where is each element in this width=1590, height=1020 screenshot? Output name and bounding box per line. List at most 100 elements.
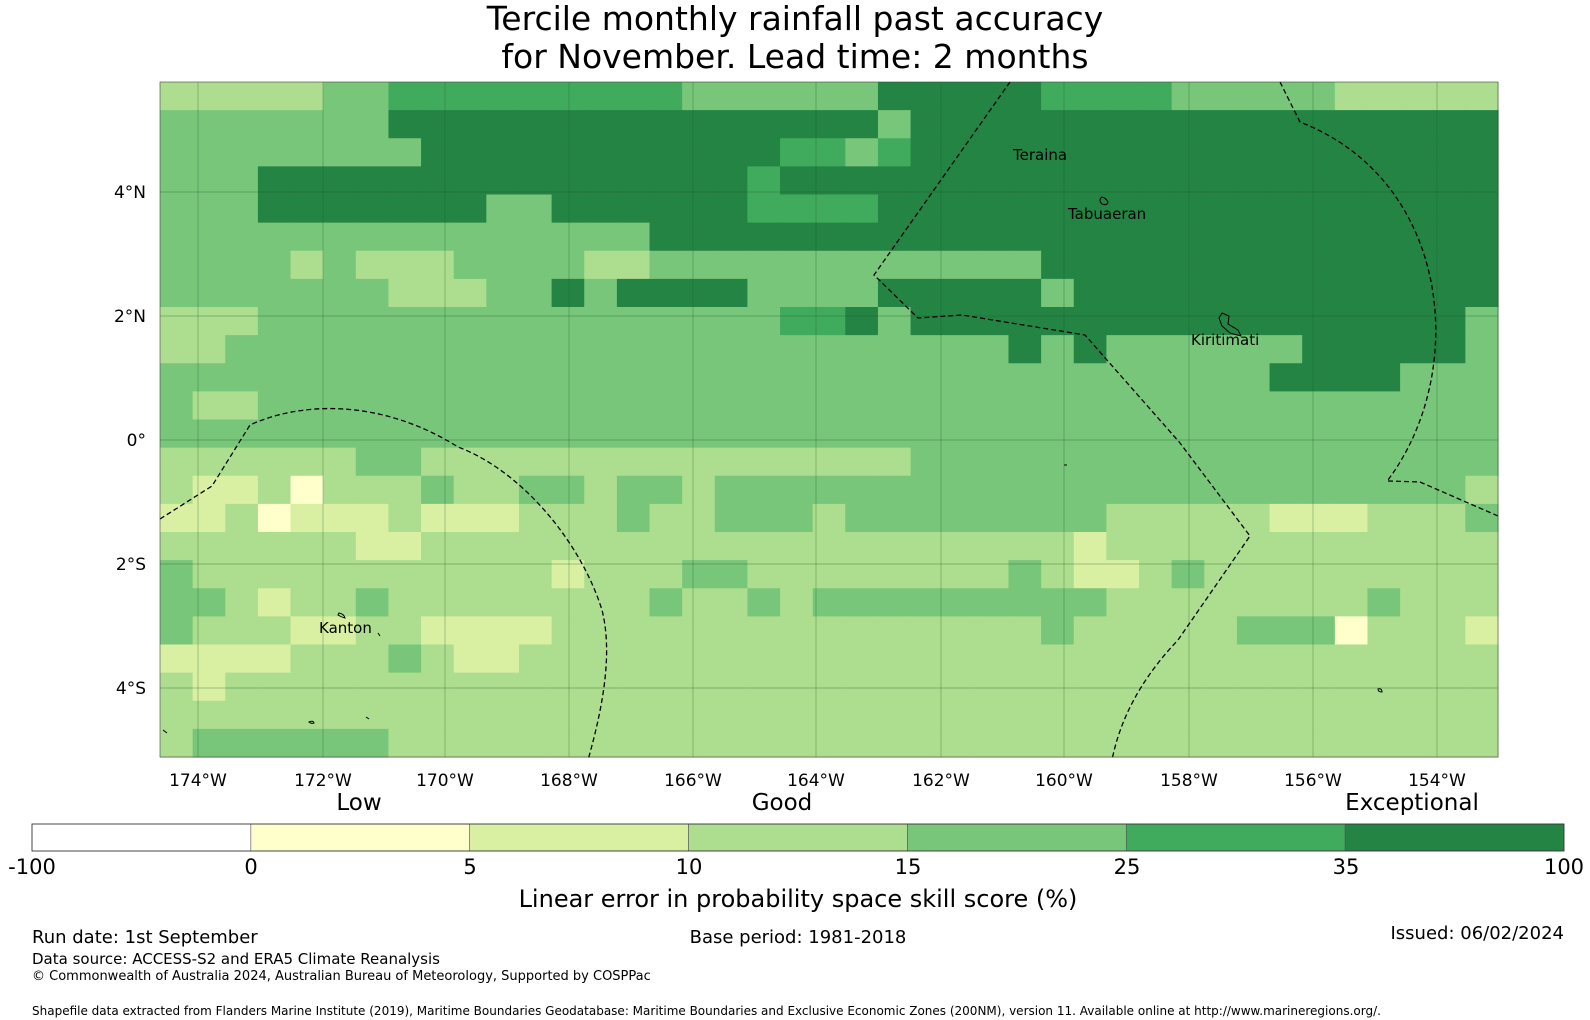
skill-cell	[257, 278, 292, 308]
skill-cell	[551, 222, 585, 252]
skill-cell	[1236, 700, 1271, 730]
skill-cell	[1400, 447, 1434, 477]
skill-cell	[1400, 588, 1434, 617]
skill-cell	[225, 335, 259, 364]
skill-cell	[1073, 560, 1107, 589]
skill-cell	[682, 532, 716, 561]
skill-cell	[747, 250, 781, 280]
skill-cell	[845, 588, 879, 617]
skill-cell	[518, 419, 553, 449]
skill-cell	[1041, 700, 1075, 730]
skill-cell	[290, 419, 324, 449]
skill-cell	[1204, 447, 1238, 477]
skill-cell	[421, 335, 455, 364]
colorbar-segment	[907, 823, 1127, 852]
skill-cell	[812, 307, 846, 336]
skill-cell	[584, 335, 618, 364]
skill-cell	[747, 503, 781, 533]
skill-cell	[1041, 447, 1075, 477]
skill-cell	[518, 503, 553, 533]
skill-cell	[682, 560, 716, 589]
skill-cell	[1204, 250, 1238, 280]
skill-cell	[518, 391, 553, 421]
skill-cell	[421, 644, 455, 674]
skill-cell	[1400, 363, 1434, 392]
islands	[162, 196, 1383, 734]
skill-cell	[1432, 728, 1466, 758]
skill-cell	[421, 307, 455, 336]
skill-cell	[160, 391, 194, 421]
skill-cell	[1073, 644, 1107, 674]
skill-cell	[780, 560, 814, 589]
skill-cell	[551, 391, 585, 421]
skill-cell	[1302, 222, 1336, 252]
skill-cell	[355, 560, 390, 589]
skill-cell	[910, 391, 944, 421]
skill-cell	[355, 475, 390, 505]
skill-cell	[323, 110, 357, 139]
skill-cell	[1106, 391, 1140, 421]
skill-cell	[877, 307, 912, 336]
skill-cell	[1236, 138, 1271, 167]
skill-cell	[421, 700, 455, 730]
skill-cell	[1008, 672, 1042, 702]
skill-cell	[1041, 644, 1075, 674]
skill-cell	[1008, 391, 1042, 421]
skill-cell	[910, 278, 944, 308]
skill-cell	[388, 588, 422, 617]
skill-cell	[518, 222, 553, 252]
skill-cell	[1302, 363, 1336, 392]
lat-tick-label: 4°S	[116, 679, 146, 699]
skill-cell	[192, 672, 226, 702]
skill-cell	[780, 166, 814, 196]
skill-cell	[290, 250, 324, 280]
skill-cell	[812, 447, 846, 477]
skill-cell	[1465, 194, 1499, 224]
skill-cell	[1041, 475, 1075, 505]
skill-cell	[877, 588, 912, 617]
skill-cell	[323, 419, 357, 449]
skill-cell	[160, 138, 194, 167]
skill-cell	[160, 588, 194, 617]
skill-cell	[192, 532, 226, 561]
skill-cell	[812, 560, 846, 589]
skill-cell	[1106, 222, 1140, 252]
skill-cell	[1432, 222, 1466, 252]
skill-cell	[1171, 166, 1205, 196]
skill-cell	[1204, 278, 1238, 308]
skill-cell	[584, 447, 618, 477]
skill-cell	[616, 138, 651, 167]
skill-cell	[1269, 194, 1303, 224]
skill-cell	[975, 475, 1010, 505]
skill-cell	[551, 728, 585, 758]
skill-cell	[649, 194, 683, 224]
skill-cell	[257, 250, 292, 280]
skill-cell	[551, 82, 585, 111]
skill-cell	[1008, 419, 1042, 449]
colorbar-segment	[688, 823, 908, 852]
skill-cell	[1269, 672, 1303, 702]
skill-cell	[1334, 419, 1369, 449]
skill-cell	[1236, 616, 1271, 646]
skill-cell	[812, 222, 846, 252]
skill-cell	[1041, 278, 1075, 308]
skill-cell	[1236, 532, 1271, 561]
skill-cell	[584, 672, 618, 702]
skill-cell	[584, 391, 618, 421]
skill-cell	[943, 166, 977, 196]
skill-cell	[290, 138, 324, 167]
skill-cell	[910, 307, 944, 336]
skill-cell	[943, 700, 977, 730]
skill-cell	[290, 307, 324, 336]
skill-cell	[1334, 588, 1369, 617]
skill-cell	[975, 728, 1010, 758]
skill-cell	[355, 110, 390, 139]
skill-cell	[388, 700, 422, 730]
skill-cell	[780, 475, 814, 505]
skill-cell	[747, 560, 781, 589]
skill-cell	[355, 447, 390, 477]
skill-cell	[1400, 532, 1434, 561]
skill-cell	[943, 222, 977, 252]
skill-cell	[747, 391, 781, 421]
skill-cell	[257, 672, 292, 702]
